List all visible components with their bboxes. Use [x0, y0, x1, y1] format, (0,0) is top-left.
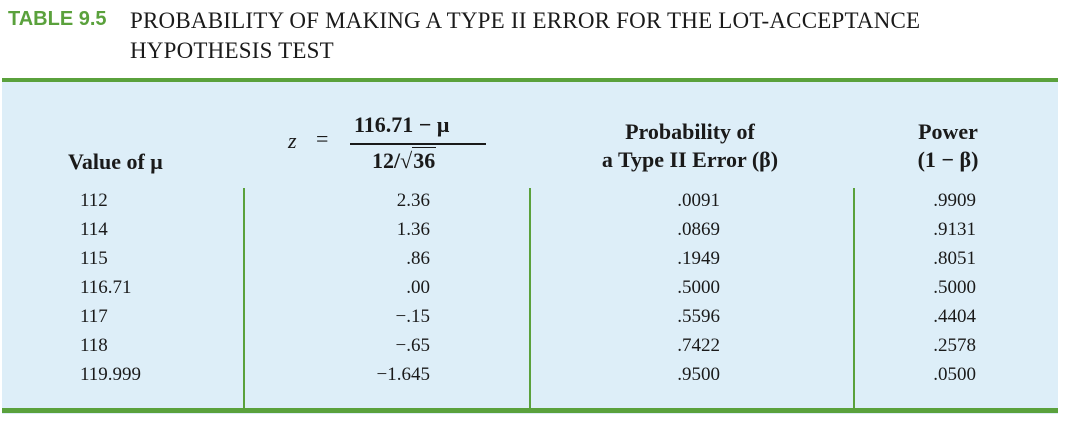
table-cell-power: .2578: [933, 335, 976, 356]
formula-denominator: 12/√36: [372, 147, 437, 174]
column-power-values: .9909 .9131 .8051 .5000 .4404 .2578 .050…: [890, 186, 976, 389]
column-divider-2: [529, 188, 531, 410]
table-cell-mu: 119.999: [80, 364, 142, 385]
z-symbol: z: [288, 128, 297, 153]
table-cell-beta: .7422: [677, 335, 720, 356]
formula-numerator: 116.71 − μ: [354, 112, 450, 137]
table-cell-power: .8051: [933, 248, 976, 269]
table-cell-z: −.15: [395, 306, 430, 327]
table-cell-mu: 116.71: [80, 277, 132, 298]
denominator-thirty-six: 36: [412, 147, 437, 173]
table-cell-z: 2.36: [396, 190, 430, 211]
header-z-formula: z = 116.71 − μ 12/√36: [278, 112, 490, 182]
table-cell-mu: 115: [80, 248, 108, 269]
column-beta-values: .0091 .0869 .1949 .5000 .5596 .7422 .950…: [630, 186, 720, 389]
denominator-twelve: 12/: [372, 148, 401, 173]
table-cell-power: .9909: [933, 190, 976, 211]
table-cell-beta: .9500: [677, 364, 720, 385]
sqrt-symbol: √: [400, 148, 413, 173]
header-power-line-2: (1 − β): [917, 147, 979, 172]
table-cell-z: −1.645: [376, 364, 430, 385]
table-cell-mu: 114: [80, 219, 108, 240]
header-type-ii-line-1: Probability of: [625, 119, 755, 144]
equals-sign: =: [316, 126, 329, 151]
table-title: PROBABILITY OF MAKING A TYPE II ERROR FO…: [130, 6, 920, 66]
table-cell-power: .0500: [933, 364, 976, 385]
table-cell-z: −.65: [395, 335, 430, 356]
table-cell-beta: .5596: [677, 306, 720, 327]
header-value-of-mu: Value of μ: [68, 149, 163, 174]
bottom-rule: [2, 408, 1058, 413]
header-power: Power (1 − β): [888, 118, 1008, 174]
top-rule: [2, 78, 1058, 82]
table-cell-z: 1.36: [396, 219, 430, 240]
header-power-line-1: Power: [918, 119, 978, 144]
column-mu-values: 112 114 115 116.71 117 118 119.999: [80, 186, 200, 389]
table-cell-power: .9131: [933, 219, 976, 240]
column-divider-3: [853, 188, 855, 410]
table-title-line-2: HYPOTHESIS TEST: [130, 38, 334, 63]
table-cell-mu: 117: [80, 306, 108, 327]
table-cell-power: .4404: [933, 306, 976, 327]
table-cell-z: .86: [406, 248, 430, 269]
table-cell-beta: .0869: [677, 219, 720, 240]
table-cell-beta: .5000: [677, 277, 720, 298]
table-cell-beta: .1949: [677, 248, 720, 269]
table-cell-mu: 118: [80, 335, 108, 356]
table-title-line-1: PROBABILITY OF MAKING A TYPE II ERROR FO…: [130, 8, 921, 33]
column-divider-1: [243, 188, 245, 410]
column-z-values: 2.36 1.36 .86 .00 −.15 −.65 −1.645: [330, 186, 430, 389]
table-cell-mu: 112: [80, 190, 108, 211]
table-cell-z: .00: [406, 277, 430, 298]
header-type-ii-line-2: a Type II Error (β): [601, 147, 779, 172]
fraction-bar: [350, 143, 486, 145]
table-cell-power: .5000: [933, 277, 976, 298]
header-type-ii-probability: Probability of a Type II Error (β): [570, 118, 810, 174]
table-number: TABLE 9.5: [8, 8, 107, 30]
table-cell-beta: .0091: [677, 190, 720, 211]
